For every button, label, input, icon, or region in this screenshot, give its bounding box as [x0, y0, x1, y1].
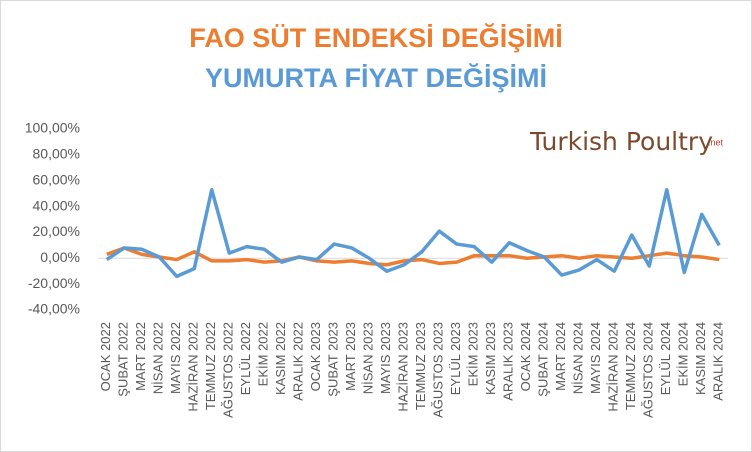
- x-tick-label: EKİM 2022: [256, 322, 271, 386]
- x-tick-label: MART 2023: [343, 322, 358, 391]
- x-tick-label: ŞUBAT 2024: [536, 322, 551, 397]
- y-tick-label: 80,00%: [33, 146, 80, 162]
- title-line-1: FAO SÜT ENDEKSİ DEĞİŞİMİ: [189, 22, 563, 53]
- x-tick-label: HAZİRAN 2023: [396, 322, 411, 412]
- x-tick-label: OCAK 2022: [98, 322, 113, 391]
- x-tick-label: KASIM 2024: [693, 322, 708, 395]
- x-tick-label: HAZİRAN 2022: [186, 322, 201, 412]
- title-line-2: YUMURTA FİYAT DEĞİŞİMİ: [205, 62, 547, 93]
- y-tick-label: 20,00%: [33, 223, 80, 239]
- x-tick-label: HAZİRAN 2024: [606, 322, 621, 412]
- x-tick-label: TEMMUZ 2024: [623, 322, 638, 410]
- x-tick-label: AĞUSTOS 2022: [221, 322, 236, 418]
- x-tick-label: NİSAN 2023: [361, 322, 376, 394]
- x-tick-label: MART 2022: [133, 322, 148, 391]
- y-tick-label: -40,00%: [28, 301, 80, 317]
- y-tick-label: 40,00%: [33, 197, 80, 213]
- x-tick-label: AĞUSTOS 2023: [431, 322, 446, 418]
- x-tick-label: EKİM 2023: [466, 322, 481, 386]
- logo: Turkish Poultry: [529, 127, 713, 156]
- y-tick-label: 100,00%: [25, 120, 80, 136]
- x-tick-label: KASIM 2022: [273, 322, 288, 395]
- y-tick-label: -20,00%: [28, 275, 80, 291]
- x-tick-label: ARALIK 2024: [711, 322, 726, 401]
- x-tick-label: KASIM 2023: [483, 322, 498, 395]
- x-tick-label: OCAK 2023: [308, 322, 323, 391]
- y-tick-label: 0,00%: [40, 249, 80, 265]
- x-tick-label: NİSAN 2022: [151, 322, 166, 394]
- x-tick-label: NİSAN 2024: [571, 322, 586, 394]
- x-tick-label: OCAK 2024: [518, 322, 533, 391]
- x-tick-label: MAYIS 2023: [378, 322, 393, 394]
- x-tick-label: ŞUBAT 2022: [116, 322, 131, 397]
- x-tick-label: ARALIK 2022: [291, 322, 306, 401]
- series-line: [105, 188, 721, 279]
- x-tick-label: EYLÜL 2023: [448, 322, 463, 395]
- x-tick-label: MART 2024: [553, 322, 568, 391]
- x-tick-label: ARALIK 2023: [501, 322, 516, 401]
- logo-suffix: .net: [708, 137, 724, 147]
- x-tick-label: EYLÜL 2022: [238, 322, 253, 395]
- x-tick-label: AĞUSTOS 2024: [641, 322, 656, 418]
- x-tick-label: MAYIS 2022: [168, 322, 183, 394]
- x-tick-label: MAYIS 2024: [588, 322, 603, 394]
- x-tick-label: EYLÜL 2024: [658, 322, 673, 395]
- y-tick-label: 60,00%: [33, 171, 80, 187]
- x-tick-label: EKİM 2024: [676, 322, 691, 386]
- x-tick-label: ŞUBAT 2023: [326, 322, 341, 397]
- x-tick-label: TEMMUZ 2022: [203, 322, 218, 410]
- x-tick-label: TEMMUZ 2023: [413, 322, 428, 410]
